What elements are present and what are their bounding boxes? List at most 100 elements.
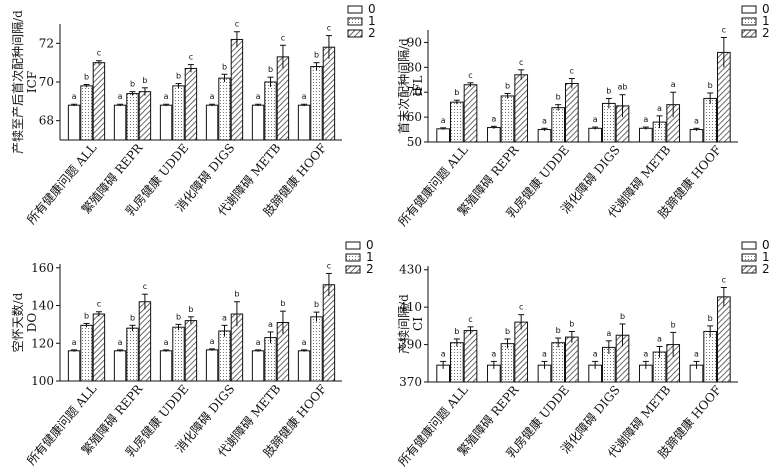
y-axis-title: 产犊至产后首次配种间隔/d xyxy=(11,10,25,154)
significance-label: c xyxy=(519,303,523,312)
y-tick-label: 70 xyxy=(39,75,54,89)
significance-label: b xyxy=(505,81,510,90)
bar-series-1 xyxy=(551,342,566,383)
legend-label: 2 xyxy=(762,26,770,40)
significance-label: b xyxy=(556,93,561,102)
significance-label: b xyxy=(314,51,319,60)
bar-series-1 xyxy=(449,342,464,383)
bar-series-2 xyxy=(463,84,478,143)
bar-series-2 xyxy=(230,38,244,141)
significance-label: b xyxy=(708,81,713,90)
bar-series-1 xyxy=(172,85,185,141)
bar-series-2 xyxy=(138,91,152,141)
legend-swatch xyxy=(741,253,757,262)
legend-label: 1 xyxy=(368,14,376,28)
significance-label: b xyxy=(188,305,193,314)
significance-label: a xyxy=(542,349,547,358)
significance-label: b xyxy=(222,62,227,71)
y-tick-label: 60 xyxy=(407,110,422,124)
bar-series-1 xyxy=(500,343,515,383)
legend-label: 0 xyxy=(762,2,770,16)
significance-label: a xyxy=(222,313,227,322)
bar-series-2 xyxy=(92,313,106,382)
significance-label: a xyxy=(441,349,446,358)
bar-series-0 xyxy=(67,350,81,382)
y-axis-title: 首末次配种间隔/d xyxy=(397,38,411,134)
significance-label: a xyxy=(72,338,77,347)
bar-series-0 xyxy=(113,104,127,141)
bar-series-1 xyxy=(500,95,515,143)
category-label: 所有健康问题 ALL xyxy=(395,382,471,469)
bar-series-0 xyxy=(436,128,450,143)
bar-series-1 xyxy=(310,316,323,382)
significance-label: c xyxy=(97,300,101,309)
significance-label: a xyxy=(694,116,699,125)
significance-label: a xyxy=(118,338,123,347)
y-tick-label: 430 xyxy=(399,263,422,277)
bar-series-2 xyxy=(184,67,198,141)
category-label: 所有健康问题 ALL xyxy=(395,142,471,229)
bar-series-1 xyxy=(703,97,718,143)
significance-label: b xyxy=(176,312,181,321)
bar-series-0 xyxy=(638,127,653,143)
significance-label: a xyxy=(118,92,123,101)
y-tick-label: 370 xyxy=(399,375,422,389)
bar-series-1 xyxy=(703,330,718,383)
significance-label: a xyxy=(302,92,307,101)
significance-label: c xyxy=(468,315,472,324)
bar-series-0 xyxy=(297,104,311,141)
legend-swatch xyxy=(741,5,757,14)
bar-series-1 xyxy=(80,85,93,141)
legend-swatch xyxy=(347,5,363,14)
bar-series-2 xyxy=(463,330,478,383)
significance-label: a xyxy=(491,114,496,123)
significance-label: b xyxy=(176,72,181,81)
significance-label: b xyxy=(84,73,89,82)
bar-series-1 xyxy=(310,66,323,141)
significance-label: b xyxy=(234,290,239,299)
y-axis-title-abbrev: IFL xyxy=(411,75,425,96)
significance-label: a xyxy=(643,115,648,124)
y-axis-title-abbrev: CI xyxy=(411,317,425,331)
significance-label: a xyxy=(441,116,446,125)
bar-series-1 xyxy=(264,337,277,382)
significance-label: a xyxy=(256,338,261,347)
significance-label: a xyxy=(72,92,77,101)
bar-series-2 xyxy=(276,56,290,141)
y-tick-label: 160 xyxy=(31,261,54,275)
bar-series-0 xyxy=(486,127,501,143)
significance-label: c xyxy=(189,53,193,62)
bar-series-1 xyxy=(172,326,185,382)
bar-series-2 xyxy=(565,83,579,143)
significance-label: c xyxy=(235,20,239,29)
y-tick-label: 72 xyxy=(39,36,54,50)
bar-series-2 xyxy=(322,46,336,141)
significance-label: b xyxy=(454,88,459,97)
y-tick-label: 90 xyxy=(407,35,422,49)
significance-label: b xyxy=(142,76,147,85)
bar-series-0 xyxy=(251,104,265,141)
y-tick-label: 68 xyxy=(39,114,54,128)
significance-label: a xyxy=(164,92,169,101)
significance-label: a xyxy=(643,349,648,358)
legend-swatch xyxy=(741,265,757,274)
y-tick-label: 410 xyxy=(399,300,422,314)
y-axis-title-abbrev: ICF xyxy=(25,71,39,93)
significance-label: a xyxy=(671,80,676,89)
significance-label: c xyxy=(281,33,285,42)
significance-label: c xyxy=(570,67,574,76)
bar-series-0 xyxy=(113,350,127,382)
bar-series-1 xyxy=(126,93,139,141)
y-tick-label: 140 xyxy=(31,299,54,313)
significance-label: b xyxy=(620,312,625,321)
legend-label: 0 xyxy=(366,238,374,252)
bar-series-2 xyxy=(514,321,529,383)
bar-series-1 xyxy=(449,101,464,143)
significance-label: ab xyxy=(618,83,628,92)
bar-series-1 xyxy=(218,77,231,141)
significance-label: b xyxy=(130,313,135,322)
